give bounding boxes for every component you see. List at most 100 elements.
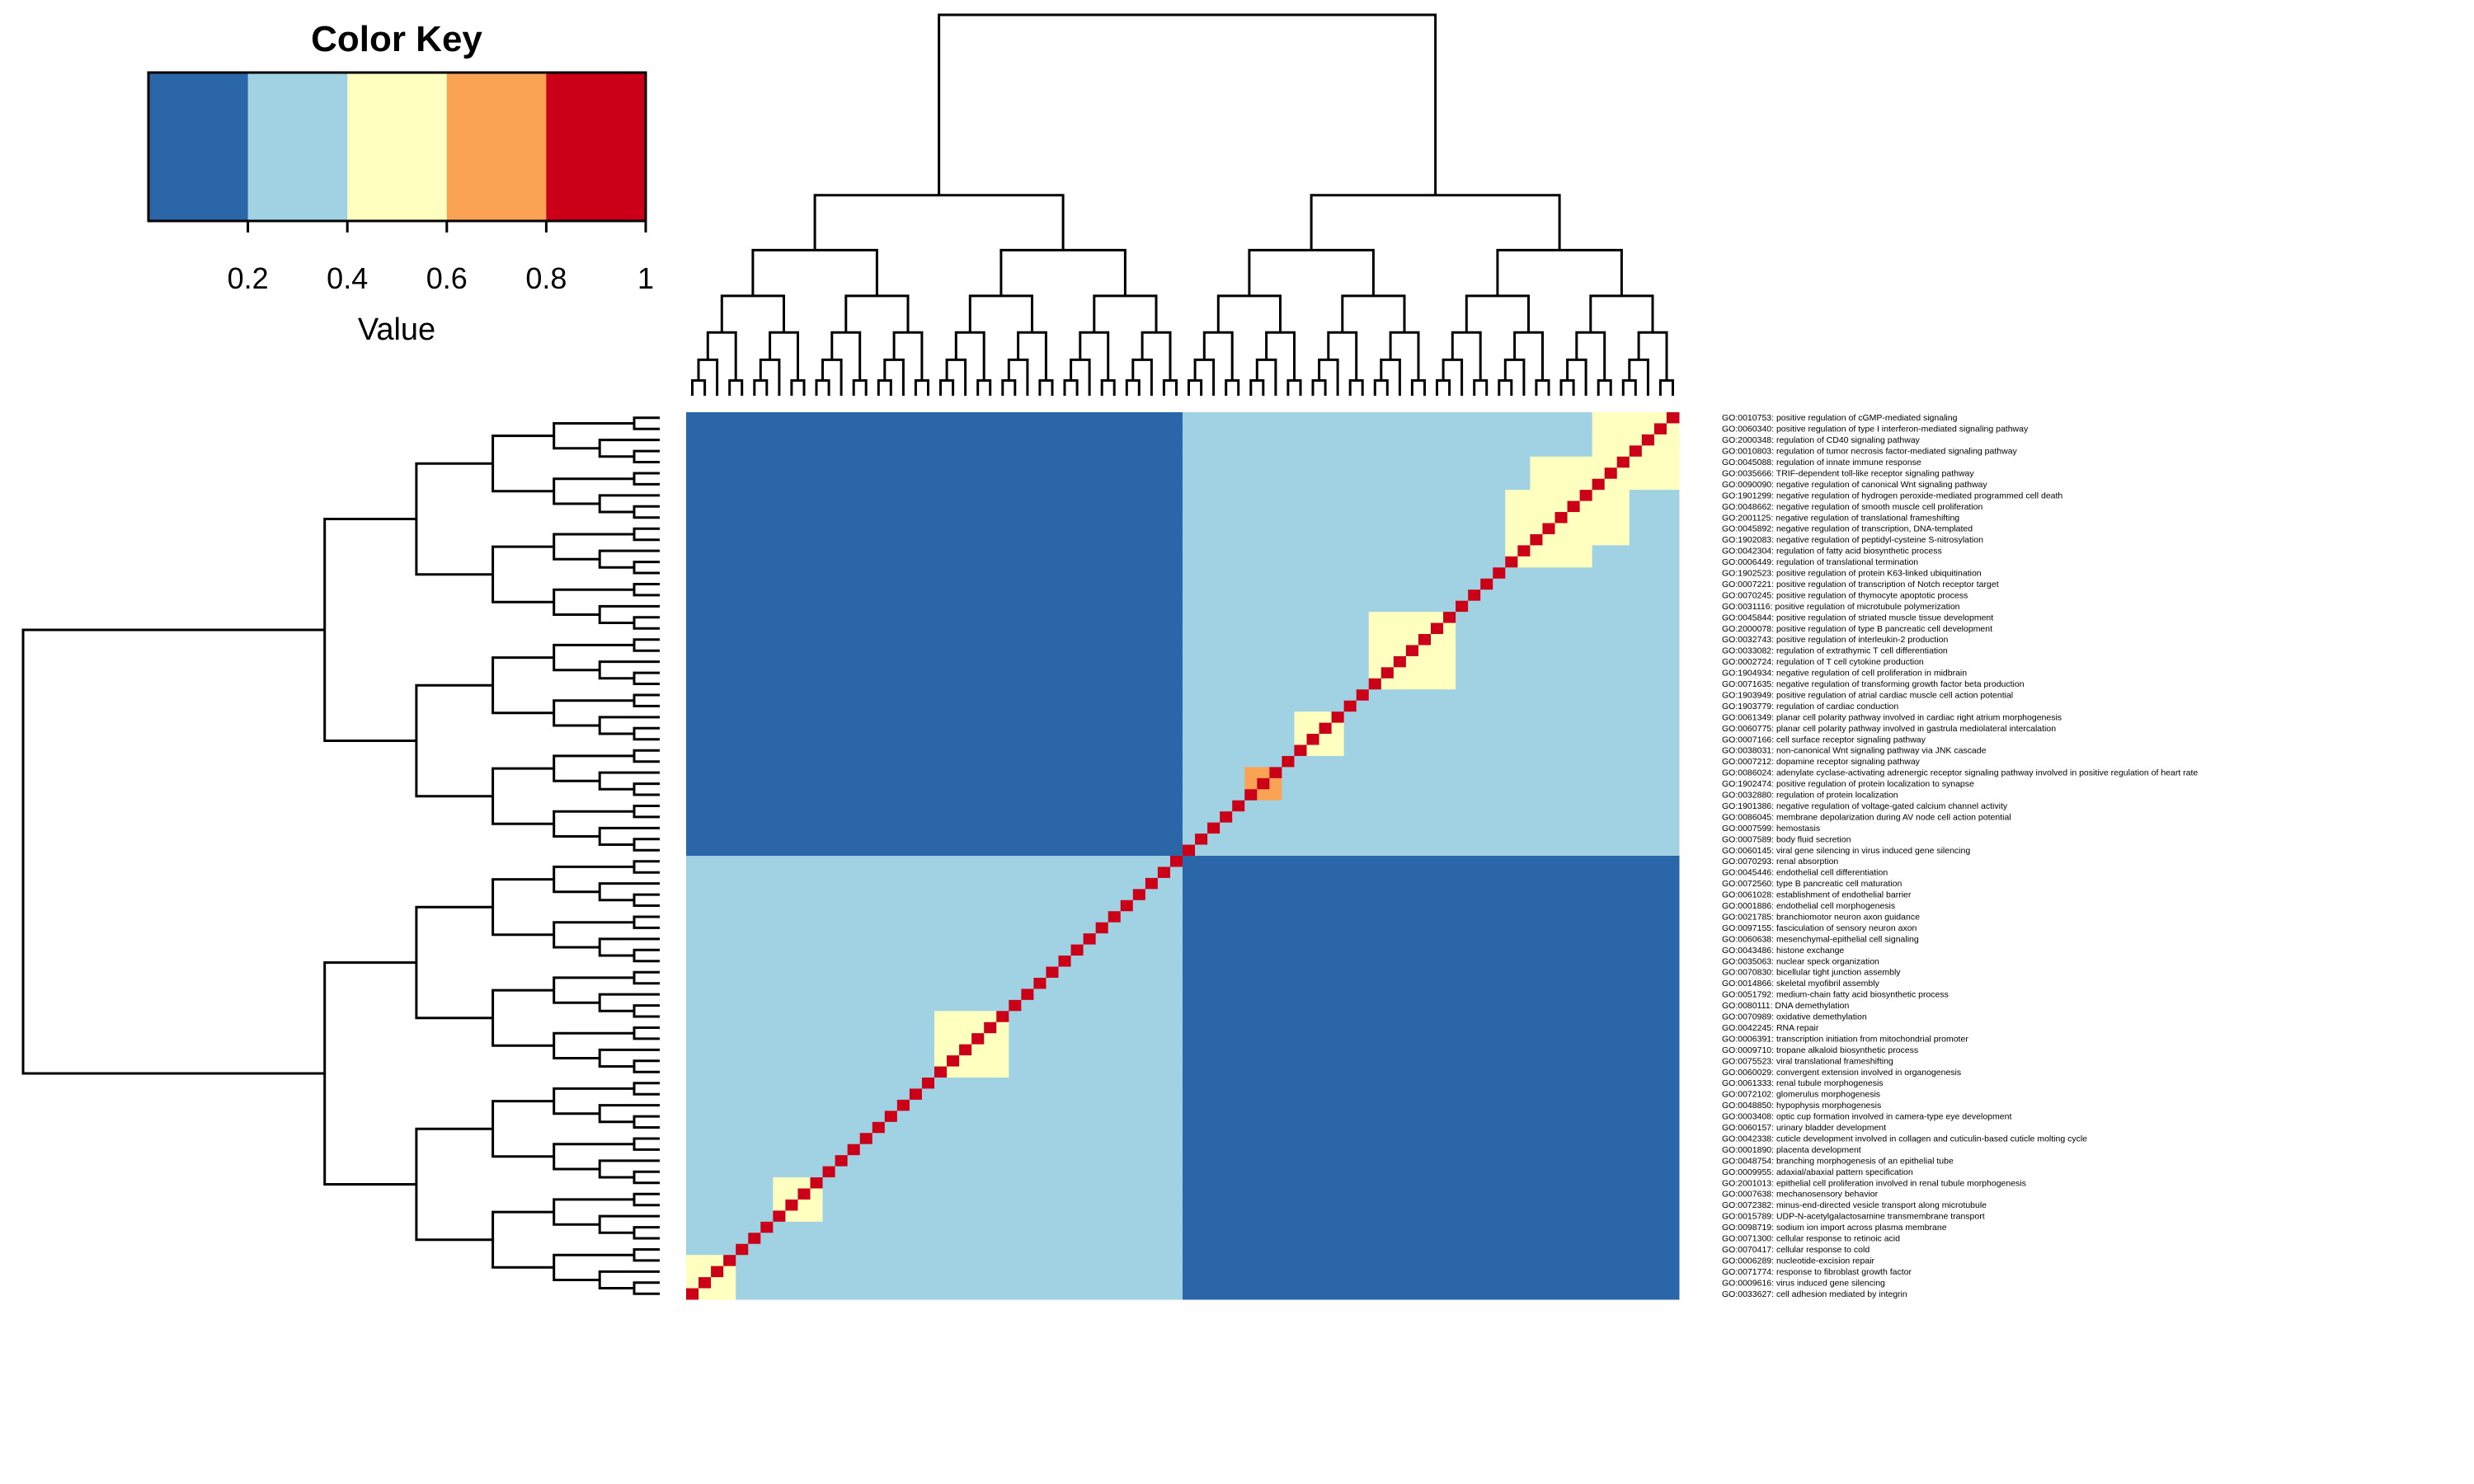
heatmap-cell [1604, 667, 1618, 679]
heatmap-cell [1629, 711, 1643, 724]
heatmap-cell [1046, 933, 1059, 946]
heatmap-cell [1604, 700, 1618, 712]
heatmap-cell [1393, 856, 1407, 867]
heatmap-cell [760, 612, 774, 624]
heatmap-cell [1046, 700, 1059, 712]
heatmap-cell [1493, 634, 1506, 646]
heatmap-cell [1282, 556, 1295, 568]
heatmap-cell [686, 755, 699, 768]
heatmap-cell [1033, 667, 1047, 679]
heatmap-cell [1319, 789, 1333, 801]
heatmap-cell [1443, 645, 1456, 657]
heatmap-cell [1641, 777, 1655, 790]
heatmap-cell [1343, 456, 1357, 468]
heatmap-cell [1269, 777, 1282, 790]
heatmap-cell [698, 1066, 712, 1078]
heatmap-cell [1616, 1066, 1630, 1078]
heatmap-cell [1592, 545, 1606, 557]
heatmap-cell [748, 1021, 761, 1034]
heatmap-cell [984, 811, 997, 824]
heatmap-cell [921, 822, 935, 834]
heatmap-cell [1331, 989, 1345, 1001]
heatmap-cell [1083, 689, 1097, 702]
heatmap-cell [1021, 612, 1034, 624]
heatmap-cell [797, 678, 811, 690]
heatmap-cell [1567, 500, 1581, 513]
heatmap-cell [984, 490, 997, 502]
heatmap-cell [1083, 678, 1097, 690]
heatmap-cell [1257, 533, 1270, 546]
heatmap-cell [859, 922, 873, 934]
heatmap-cell [1021, 445, 1034, 458]
heatmap-cell [1009, 1021, 1022, 1034]
heatmap-cell [872, 678, 886, 690]
heatmap-cell [1380, 478, 1395, 491]
heatmap-cell [785, 434, 798, 446]
heatmap-cell [1083, 622, 1097, 635]
heatmap-cell [984, 478, 997, 491]
heatmap-cell [1456, 1066, 1469, 1078]
heatmap-cell [1592, 977, 1606, 989]
heatmap-cell [884, 800, 898, 812]
heatmap-cell [1207, 989, 1221, 1001]
heatmap-cell [1343, 767, 1357, 779]
heatmap-cell [1604, 678, 1618, 690]
heatmap-cell [1629, 744, 1643, 757]
heatmap-cell [1480, 877, 1493, 890]
heatmap-cell [1604, 412, 1618, 424]
heatmap-cell [1033, 999, 1047, 1012]
heatmap-cell [810, 889, 824, 901]
heatmap-cell [1169, 445, 1183, 458]
heatmap-cell [1207, 478, 1221, 491]
heatmap-cell [1542, 1021, 1555, 1034]
heatmap-cell [947, 456, 960, 468]
heatmap-cell [773, 744, 786, 757]
heatmap-cell [872, 800, 886, 812]
heatmap-cell [1542, 944, 1555, 956]
heatmap-cell [1120, 922, 1134, 934]
heatmap-cell [797, 1066, 811, 1078]
heatmap-cell [884, 667, 898, 679]
heatmap-cell [1405, 612, 1419, 624]
heatmap-cell [1431, 956, 1444, 967]
heatmap-cell [1282, 600, 1295, 613]
heatmap-cell [909, 877, 923, 890]
heatmap-cell [760, 844, 774, 857]
heatmap-cell [723, 645, 736, 657]
heatmap-cell [1033, 755, 1047, 768]
heatmap-cell [996, 899, 1009, 912]
heatmap-cell [711, 545, 724, 557]
heatmap-cell [1542, 834, 1555, 846]
heatmap-cell [1095, 1088, 1109, 1101]
heatmap-cell [947, 490, 960, 502]
heatmap-cell [1418, 789, 1432, 801]
heatmap-cell [1257, 578, 1270, 590]
heatmap-cell [1431, 600, 1444, 613]
heatmap-cell [1554, 933, 1569, 946]
heatmap-cell [1468, 700, 1481, 712]
heatmap-cell [1195, 1044, 1208, 1056]
heatmap-cell [1616, 523, 1630, 535]
heatmap-cell [1269, 467, 1282, 480]
heatmap-cell [1033, 445, 1047, 458]
heatmap-cell [1456, 944, 1469, 956]
heatmap-cell [810, 899, 824, 912]
heatmap-cell [785, 755, 798, 768]
heatmap-cell [1294, 634, 1307, 646]
heatmap-cell [1641, 600, 1655, 613]
heatmap-cell [1418, 1011, 1432, 1023]
heatmap-cell [1183, 800, 1196, 812]
heatmap-cell [1033, 811, 1047, 824]
heatmap-cell [1195, 1021, 1208, 1034]
heatmap-cell [1108, 734, 1122, 745]
heatmap-cell [736, 1011, 749, 1023]
heatmap-cell [1132, 922, 1146, 934]
color-key-tick-label-2: 0.6 [426, 261, 468, 295]
heatmap-cell [859, 434, 873, 446]
heatmap-cell [984, 456, 997, 468]
heatmap-cell [1405, 567, 1419, 580]
heatmap-cell [934, 999, 948, 1012]
heatmap-cell [723, 777, 736, 790]
heatmap-cell [1021, 600, 1034, 613]
heatmap-cell [723, 612, 736, 624]
